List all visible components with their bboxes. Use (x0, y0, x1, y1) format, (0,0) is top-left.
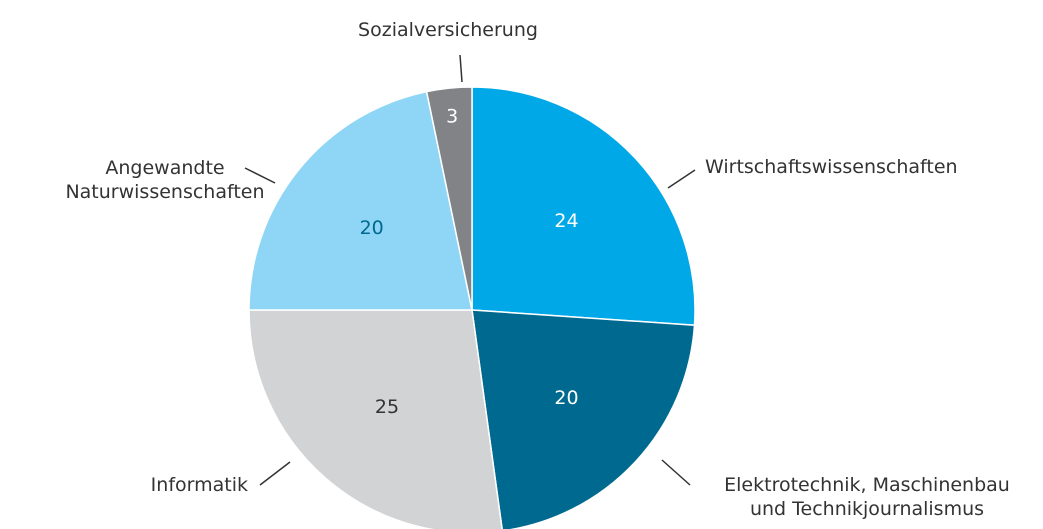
value-label: 20 (554, 387, 578, 409)
category-label: Angewandte Naturwissenschaften (65, 157, 264, 203)
value-label: 24 (554, 210, 578, 232)
label-line: Sozialversicherung (358, 19, 538, 41)
label-line: und Technikjournalismus (750, 498, 984, 520)
pie-slice (471, 309, 696, 529)
category-label: Sozialversicherung (358, 19, 538, 41)
value-label: 20 (360, 217, 384, 239)
pie-slice (425, 86, 473, 311)
label-line: Elektrotechnik, Maschinenbau (724, 474, 1010, 496)
leader-line (667, 169, 696, 189)
label-line: Informatik (151, 474, 248, 496)
pie-slice (471, 86, 696, 327)
leader-line (259, 461, 291, 486)
leader-line (459, 54, 463, 83)
pie-slice (248, 309, 503, 529)
leader-line (244, 167, 276, 184)
category-label: Informatik (151, 474, 248, 496)
label-line: Naturwissenschaften (65, 181, 264, 203)
category-label: Wirtschaftswissenschaften (705, 156, 958, 178)
value-label: 25 (375, 396, 399, 418)
value-label: 3 (446, 106, 458, 128)
label-line: Wirtschaftswissenschaften (705, 156, 958, 178)
leader-line (661, 459, 691, 486)
category-label: Elektrotechnik, Maschinenbau und Technikj… (724, 474, 1010, 520)
pie-slice (248, 90, 473, 311)
label-line: Angewandte (105, 157, 224, 179)
